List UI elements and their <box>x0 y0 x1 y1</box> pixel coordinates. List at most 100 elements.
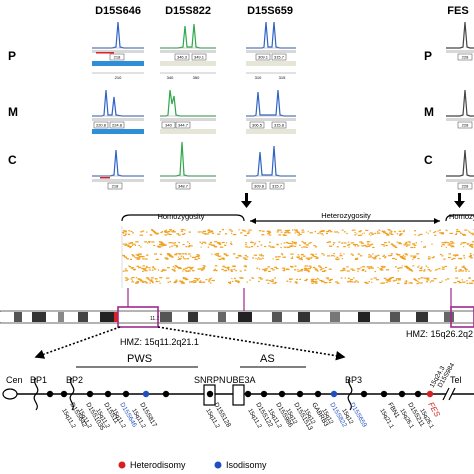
signal-dot <box>401 265 403 267</box>
peak-tag: 224.8 <box>112 123 123 128</box>
signal-dot <box>398 243 403 245</box>
signal-dot <box>258 230 262 232</box>
signal-dot <box>169 246 171 248</box>
signal-dot <box>194 258 198 261</box>
signal-dot <box>399 233 403 235</box>
signal-dot <box>465 270 467 272</box>
signal-dot <box>299 270 303 272</box>
signal-dot <box>324 282 326 284</box>
signal-dot <box>389 230 392 232</box>
electropherogram-p-d15s646: 218 210 <box>92 21 144 80</box>
row-label-m: M <box>8 105 18 119</box>
ideogram-band <box>454 312 474 322</box>
signal-dot <box>175 245 178 247</box>
signal-dot <box>460 270 465 272</box>
signal-dot <box>361 233 363 235</box>
signal-dot <box>352 269 355 271</box>
signal-dot <box>382 255 385 257</box>
signal-dot <box>248 246 251 248</box>
signal-dot <box>182 256 184 258</box>
signal-dot <box>220 255 222 257</box>
signal-dot <box>172 242 175 244</box>
signal-dot <box>278 234 282 236</box>
signal-dot <box>223 253 228 255</box>
signal-dot <box>189 245 193 247</box>
signal-dot <box>319 266 322 268</box>
signal-dot <box>398 230 402 232</box>
signal-dot <box>457 280 461 282</box>
signal-dot <box>338 232 340 234</box>
signal-dot <box>264 268 268 270</box>
signal-dot <box>368 254 371 256</box>
signal-dot <box>138 278 142 280</box>
signal-dot <box>122 270 125 272</box>
signal-dot <box>453 282 457 284</box>
signal-dot <box>361 269 364 272</box>
signal-dot <box>394 266 397 268</box>
peak-tag: 315.7 <box>272 184 283 189</box>
signal-dot <box>211 279 215 282</box>
signal-dot <box>131 244 134 246</box>
signal-dot <box>347 281 350 283</box>
signal-dot <box>339 253 342 255</box>
signal-dot <box>344 277 346 279</box>
signal-dot <box>372 246 375 249</box>
signal-dot <box>357 245 360 247</box>
signal-dot <box>172 266 175 268</box>
signal-dot <box>430 280 435 282</box>
signal-dot <box>445 279 447 281</box>
signal-dot <box>168 254 171 256</box>
signal-dot <box>202 267 205 269</box>
signal-dot <box>198 281 201 283</box>
signal-dot <box>436 268 438 270</box>
signal-dot <box>262 257 264 259</box>
signal-dot <box>297 256 300 258</box>
signal-dot <box>224 244 227 246</box>
signal-dot <box>165 231 169 233</box>
signal-dot <box>301 254 303 256</box>
signal-dot <box>448 253 451 255</box>
signal-dot <box>351 254 354 256</box>
signal-dot <box>152 266 154 268</box>
signal-dot <box>206 233 210 235</box>
heterozygosity-label: Heterozygosity <box>321 211 371 220</box>
signal-dot <box>413 255 417 257</box>
signal-dot <box>186 258 190 260</box>
signal-dot <box>150 280 154 282</box>
signal-dot <box>334 231 338 233</box>
signal-dot <box>394 279 398 281</box>
signal-dot <box>290 243 294 245</box>
ideogram-band <box>282 312 298 322</box>
signal-dot <box>411 243 415 245</box>
signal-dot <box>205 233 207 235</box>
signal-dot <box>405 254 409 256</box>
signal-dot <box>174 242 177 244</box>
signal-dot <box>366 241 369 243</box>
signal-dot <box>217 255 221 257</box>
signal-dot <box>226 255 229 257</box>
axis-tick: 315 <box>279 75 286 80</box>
signal-dot <box>181 253 185 255</box>
signal-dot <box>253 244 256 246</box>
signal-dot <box>426 231 428 233</box>
signal-dot <box>407 244 411 246</box>
signal-dot <box>390 254 393 256</box>
locus-dot <box>122 390 130 398</box>
signal-dot <box>155 233 157 235</box>
signal-dot <box>388 241 390 243</box>
signal-dot <box>427 269 431 271</box>
signal-dot <box>216 253 220 255</box>
signal-dot <box>346 244 350 246</box>
signal-dot <box>232 234 237 236</box>
signal-dot <box>189 267 193 269</box>
signal-dot <box>258 277 262 279</box>
signal-dot <box>208 281 210 283</box>
signal-dot <box>304 279 308 282</box>
signal-dot <box>260 278 263 280</box>
signal-dot <box>385 244 388 247</box>
signal-dot <box>295 230 298 232</box>
signal-dot <box>235 257 239 259</box>
signal-dot <box>200 231 202 233</box>
signal-dot <box>194 257 196 259</box>
signal-dot <box>150 277 154 279</box>
